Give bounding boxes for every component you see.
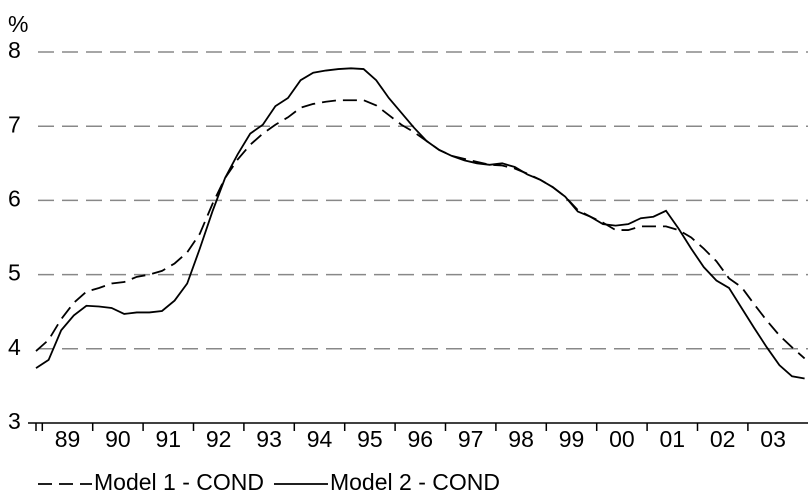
x-tick-label: 95 <box>357 426 383 452</box>
x-tick-label: 91 <box>156 426 182 452</box>
x-tick-label: 01 <box>660 426 686 452</box>
x-tick-label: 98 <box>508 426 534 452</box>
x-tick-label: 03 <box>760 426 786 452</box>
y-tick-label: 6 <box>8 185 21 211</box>
y-axis-label: % <box>8 11 28 37</box>
x-tick-label: 96 <box>408 426 434 452</box>
x-tick-label: 93 <box>256 426 282 452</box>
y-tick-label: 3 <box>8 408 21 434</box>
series-line <box>35 67 805 380</box>
x-tick-label: 90 <box>105 426 131 452</box>
legend-label: Model 2 - COND <box>330 469 500 495</box>
series-line <box>35 99 806 360</box>
x-tick-label: 97 <box>458 426 484 452</box>
y-tick-label: 4 <box>8 334 21 360</box>
x-tick-label: 89 <box>55 426 81 452</box>
x-tick-label: 99 <box>559 426 585 452</box>
y-tick-label: 8 <box>8 37 21 63</box>
y-tick-label: 7 <box>8 111 21 137</box>
x-tick-label: 00 <box>609 426 635 452</box>
x-tick-label: 94 <box>307 426 333 452</box>
y-tick-label: 5 <box>8 260 21 286</box>
x-tick-label: 02 <box>710 426 736 452</box>
legend-label: Model 1 - COND <box>94 469 264 495</box>
x-tick-label: 92 <box>206 426 232 452</box>
